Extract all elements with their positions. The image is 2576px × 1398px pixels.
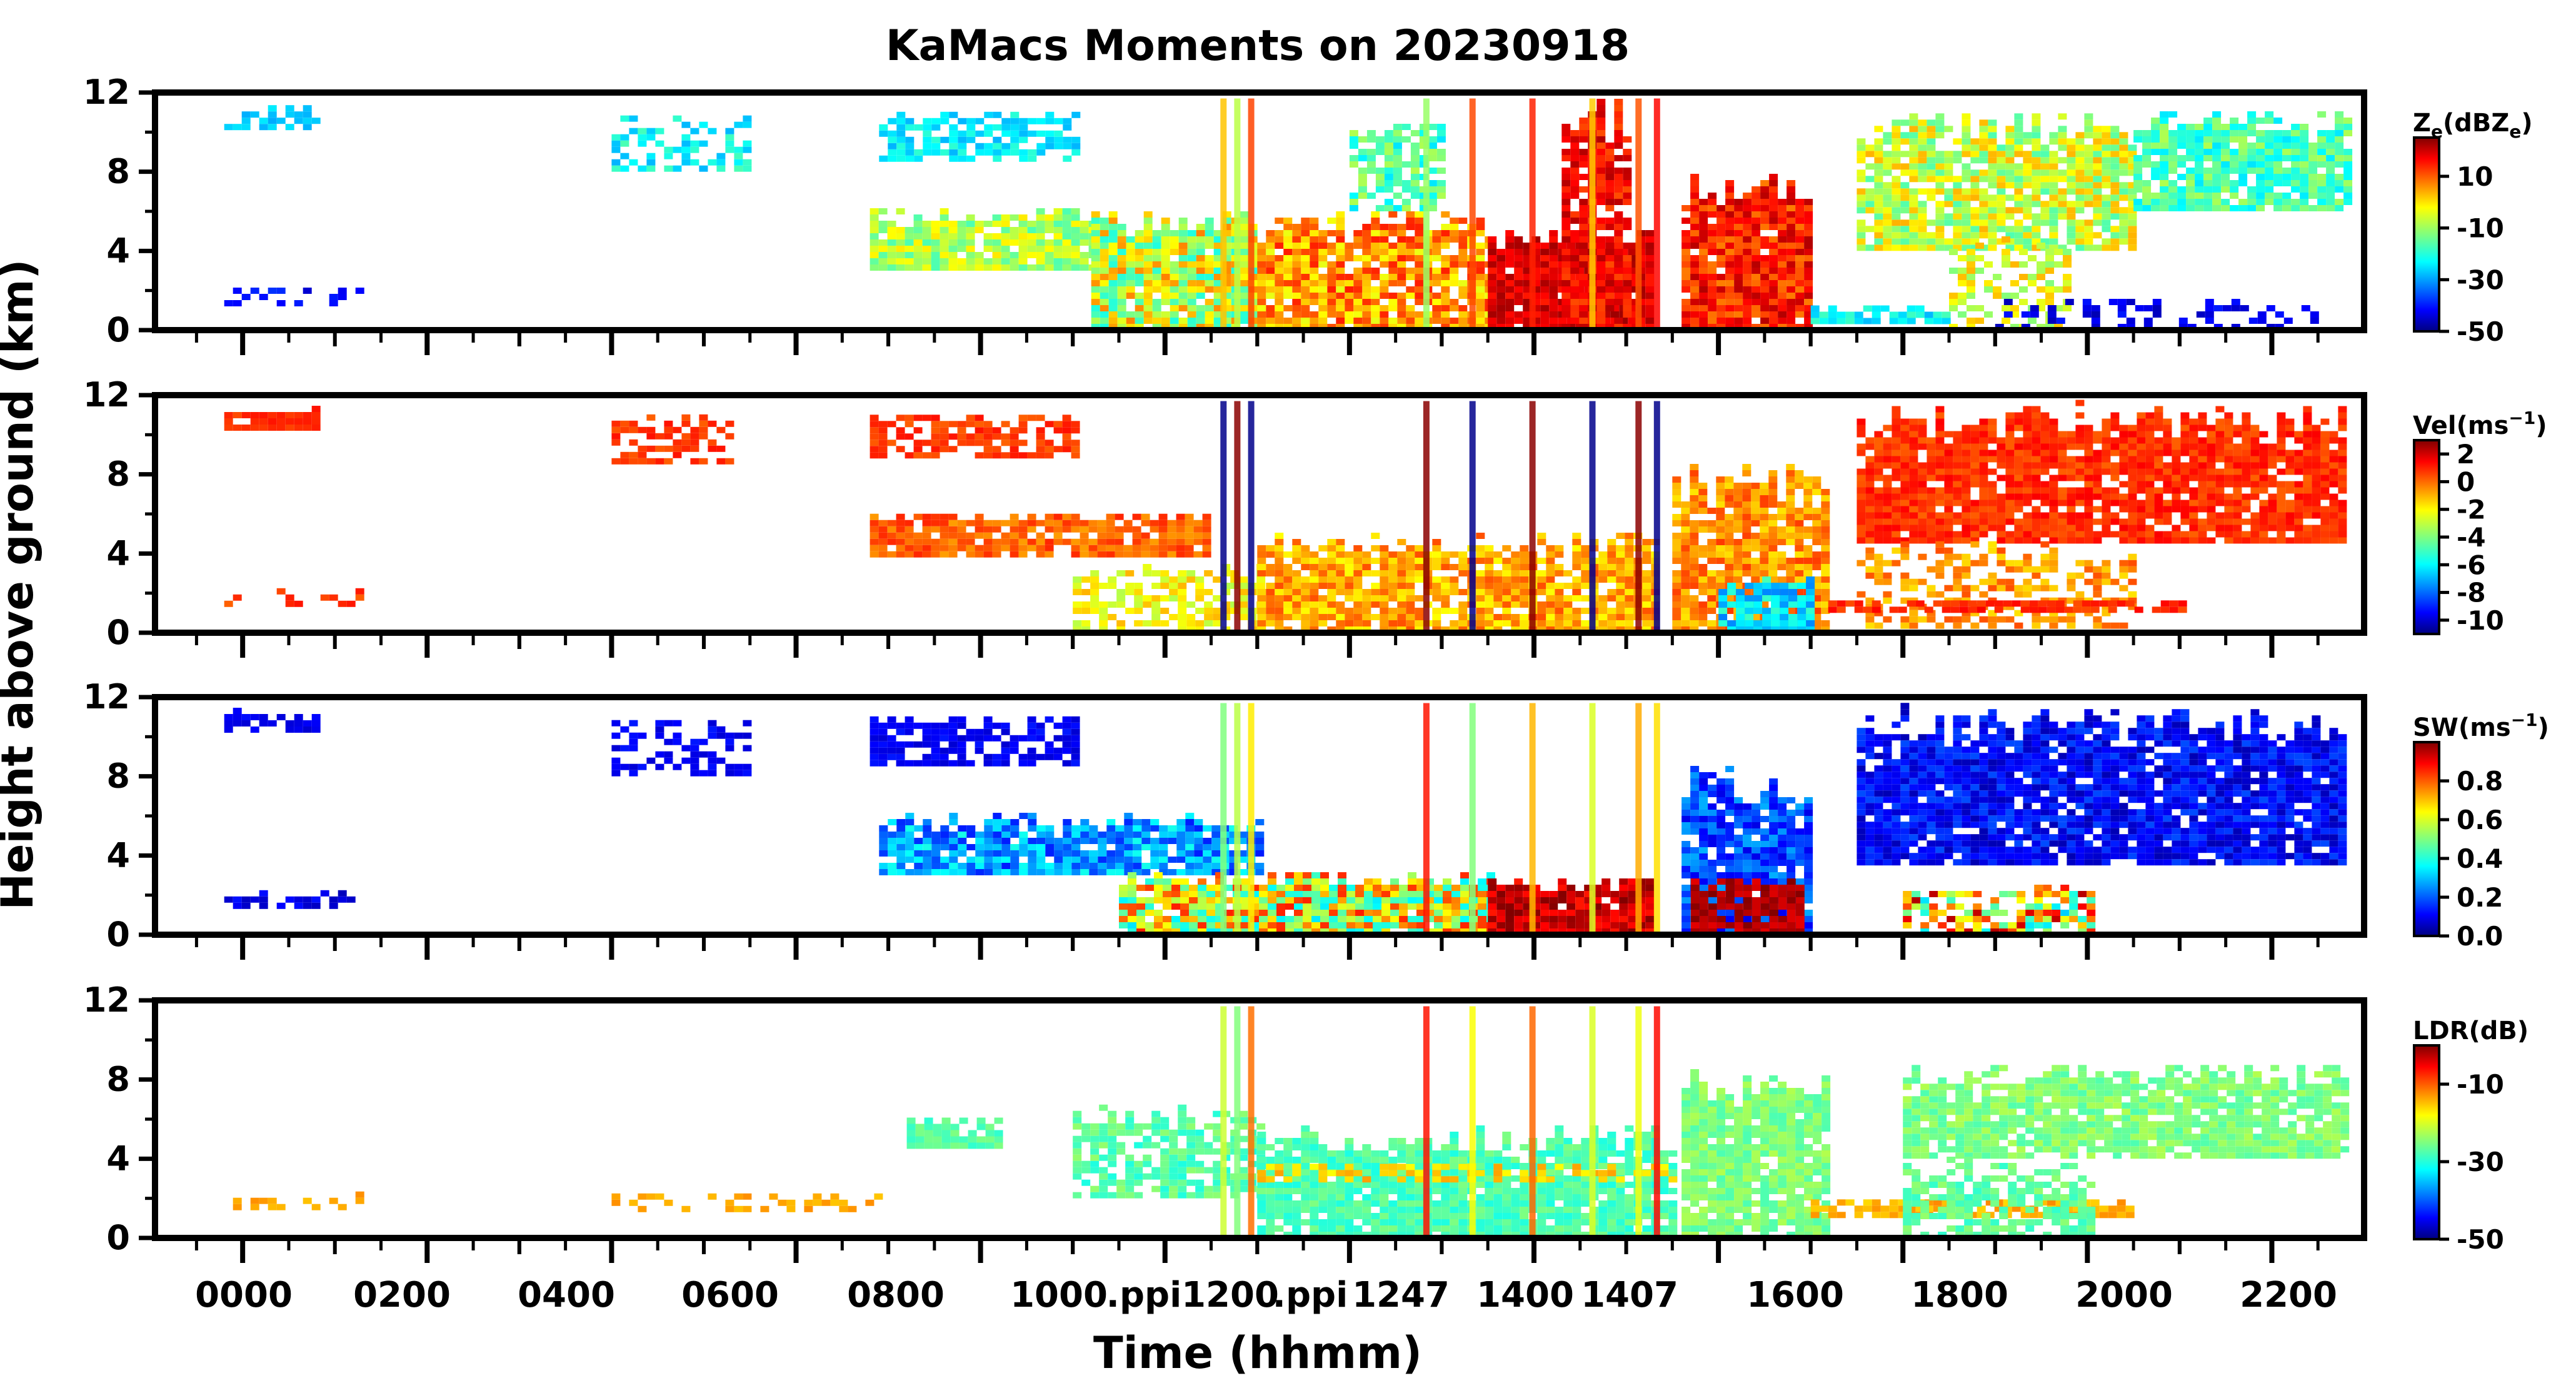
x-tick-label: 0400 bbox=[518, 1275, 615, 1315]
y-tick-label: 4 bbox=[106, 533, 130, 573]
colorbar-tick-label: 10 bbox=[2457, 161, 2493, 192]
figure-title: KaMacs Moments on 20230918 bbox=[886, 21, 1630, 71]
colorbar-tick-label: 0.2 bbox=[2457, 882, 2503, 913]
colorbar-tick-label: 0.6 bbox=[2457, 805, 2503, 835]
colorbar-tick-label: -30 bbox=[2457, 1147, 2504, 1177]
y-tick-label: 12 bbox=[83, 73, 130, 112]
y-axis-label: Height above ground (km) bbox=[0, 259, 43, 910]
colorbar-tick-label: -50 bbox=[2457, 1224, 2504, 1255]
panel-ldr-data bbox=[233, 1006, 2350, 1238]
colorbar-tick-label: -6 bbox=[2457, 550, 2486, 580]
x-tick-label: 2000 bbox=[2075, 1275, 2173, 1315]
x-tick-label: 1407 bbox=[1581, 1275, 1678, 1315]
colorbar-tick-label: -10 bbox=[2457, 1069, 2504, 1100]
y-tick-label: 0 bbox=[106, 1218, 130, 1257]
x-tick-label: 1000 bbox=[1010, 1275, 1108, 1315]
x-tick-label: 0200 bbox=[353, 1275, 451, 1315]
colorbar-velocity bbox=[2413, 439, 2440, 635]
y-tick-label: 0 bbox=[106, 915, 130, 954]
x-tick-label: 2200 bbox=[2240, 1275, 2337, 1315]
panel-spectrum-width: 0 4 8 12 0.8 0.6 0.4 0.2 0.0 SW(ms−1) bbox=[83, 677, 2549, 960]
colorbar-label-velocity: Vel(ms−1) bbox=[2413, 408, 2547, 440]
y-tick-label: 12 bbox=[83, 375, 130, 415]
x-tick-label: 1247 bbox=[1352, 1275, 1450, 1315]
colorbar-tick-label: -4 bbox=[2457, 522, 2486, 553]
y-tick-label: 4 bbox=[106, 835, 130, 875]
x-tick-label: 0800 bbox=[847, 1275, 945, 1315]
x-tick-label: 1200 bbox=[1181, 1275, 1279, 1315]
x-tick-label: 1400 bbox=[1476, 1275, 1574, 1315]
colorbar-tick-label: -50 bbox=[2457, 316, 2504, 347]
y-tick-label: 12 bbox=[83, 980, 130, 1020]
x-tick-label: .ppi bbox=[1273, 1275, 1348, 1315]
x-tick-label: 0000 bbox=[195, 1275, 293, 1315]
y-tick-label: 12 bbox=[83, 677, 130, 717]
y-tick-label: 8 bbox=[106, 1060, 130, 1099]
colorbar-reflectivity bbox=[2413, 136, 2440, 333]
x-tick-label: .ppi bbox=[1106, 1275, 1182, 1315]
colorbar-tick-label: 0.0 bbox=[2457, 921, 2503, 952]
panel-reflectivity-data bbox=[224, 98, 2353, 330]
colorbar-ldr bbox=[2413, 1044, 2440, 1240]
panel-ldr: 0 4 8 12 -10 -30 -50 LDR(dB) bbox=[83, 980, 2528, 1263]
panel-velocity-data bbox=[224, 400, 2347, 633]
colorbar-label-ldr: LDR(dB) bbox=[2413, 1017, 2528, 1045]
panel-spectrum-width-data bbox=[224, 703, 2347, 935]
panel-reflectivity: 0 4 8 12 10 -10 -30 -50 Ze(dBZe) bbox=[83, 73, 2533, 355]
colorbar-label-reflectivity: Ze(dBZe) bbox=[2413, 109, 2533, 142]
colorbar-spectrum-width bbox=[2413, 741, 2440, 937]
colorbar-tick-label: 0.8 bbox=[2457, 766, 2503, 797]
x-axis-label: Time (hhmm) bbox=[1093, 1327, 1422, 1379]
y-tick-label: 8 bbox=[106, 455, 130, 494]
x-tick-label: 1600 bbox=[1747, 1275, 1844, 1315]
colorbar-tick-label: -10 bbox=[2457, 605, 2504, 636]
colorbar-tick-label: -2 bbox=[2457, 495, 2486, 525]
colorbar-tick-label: -30 bbox=[2457, 264, 2504, 295]
x-tick-label: 1800 bbox=[1911, 1275, 2008, 1315]
y-tick-label: 4 bbox=[106, 231, 130, 270]
y-tick-label: 0 bbox=[106, 613, 130, 652]
y-tick-label: 0 bbox=[106, 310, 130, 350]
colorbar-tick-label: 0.4 bbox=[2457, 843, 2503, 874]
colorbar-label-spectrum-width: SW(ms−1) bbox=[2413, 710, 2549, 742]
y-tick-label: 8 bbox=[106, 152, 130, 191]
y-tick-label: 8 bbox=[106, 757, 130, 796]
colorbar-tick-label: 0 bbox=[2457, 466, 2475, 497]
colorbar-tick-label: -8 bbox=[2457, 578, 2486, 608]
y-tick-label: 4 bbox=[106, 1139, 130, 1178]
x-tick-label: 0600 bbox=[681, 1275, 779, 1315]
colorbar-tick-label: -10 bbox=[2457, 213, 2504, 244]
colorbar-tick-label: 2 bbox=[2457, 439, 2475, 470]
